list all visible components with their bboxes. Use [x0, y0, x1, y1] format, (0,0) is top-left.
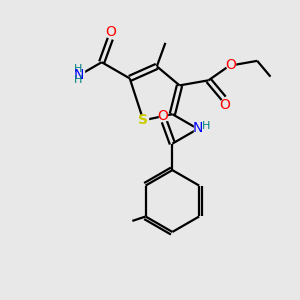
Text: O: O: [158, 109, 168, 123]
Bar: [227, 61, 235, 69]
Text: O: O: [220, 98, 231, 112]
Text: H: H: [74, 64, 83, 74]
Bar: [194, 123, 207, 134]
Bar: [68, 67, 84, 83]
Bar: [159, 112, 167, 120]
Text: H: H: [202, 121, 210, 131]
Text: O: O: [105, 25, 116, 39]
Bar: [106, 28, 114, 36]
Text: N: N: [74, 68, 84, 82]
Bar: [139, 116, 148, 124]
Text: H: H: [74, 75, 83, 85]
Text: O: O: [226, 58, 236, 72]
Bar: [221, 101, 229, 109]
Text: S: S: [138, 113, 148, 127]
Text: N: N: [193, 121, 203, 135]
